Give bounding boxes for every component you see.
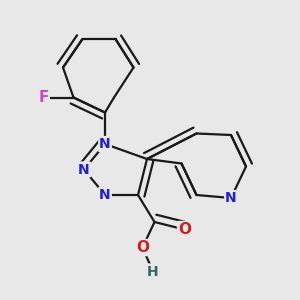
Text: N: N — [99, 188, 111, 202]
Text: H: H — [147, 265, 159, 278]
Text: O: O — [178, 222, 191, 237]
Text: F: F — [38, 90, 49, 105]
Text: N: N — [225, 191, 237, 205]
Text: O: O — [136, 240, 149, 255]
Text: N: N — [78, 163, 90, 176]
Text: N: N — [99, 137, 111, 151]
